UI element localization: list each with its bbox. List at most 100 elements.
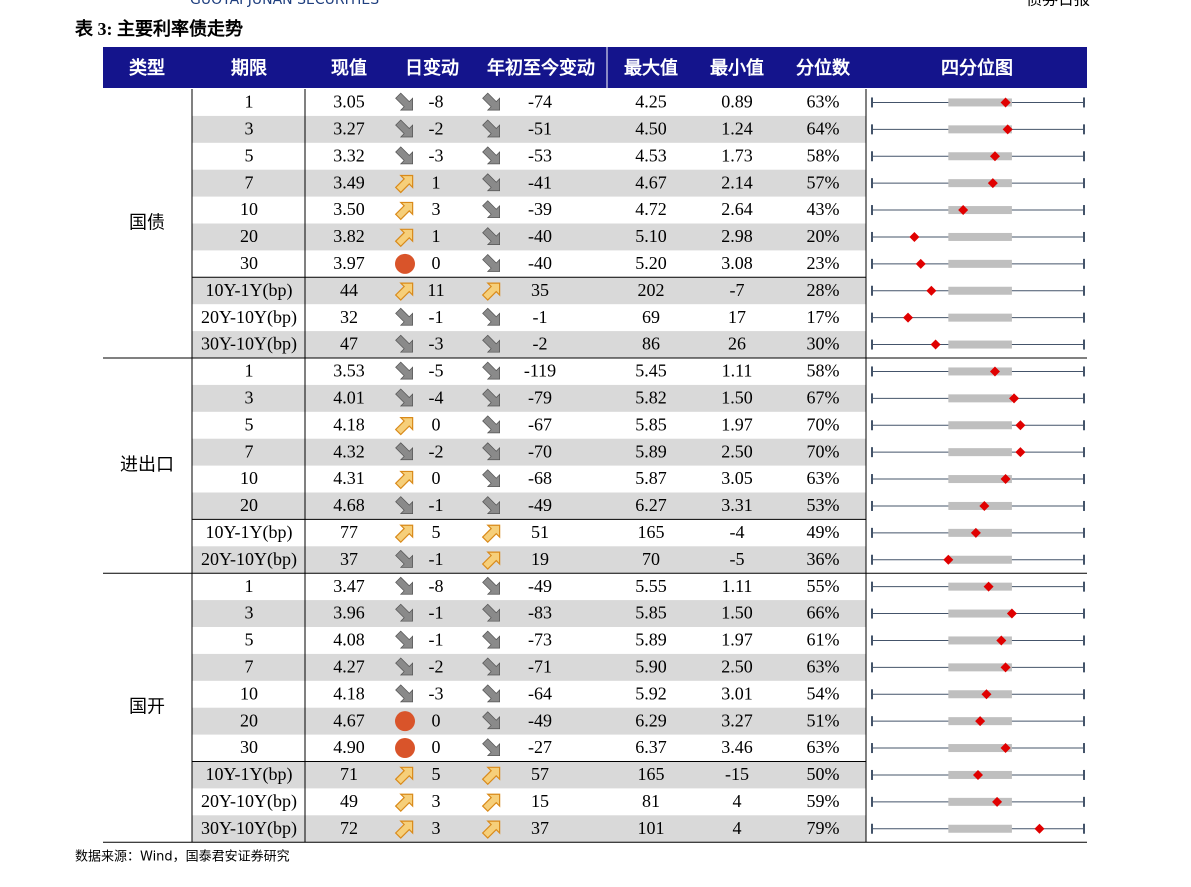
group-label: 进出口 <box>120 455 174 476</box>
cell: 3 <box>245 118 254 138</box>
report-name: 债券日报 <box>1026 0 1090 9</box>
cell: 3.32 <box>333 145 365 165</box>
cell: -1 <box>429 495 444 515</box>
percentile-marker <box>970 527 981 538</box>
down-arrow <box>395 307 413 326</box>
cell: 1.50 <box>721 387 753 407</box>
down-arrow <box>395 576 413 595</box>
cell: -7 <box>730 280 745 300</box>
cell: 23% <box>807 253 840 273</box>
cell: 67% <box>807 387 840 407</box>
cell: 7 <box>245 441 254 461</box>
column-header: 年初至今变动 <box>487 57 595 79</box>
cell: 10 <box>240 468 258 488</box>
cell: 53% <box>807 495 840 515</box>
cell: 10Y-1Y(bp) <box>206 280 293 301</box>
cell: 0 <box>432 737 441 757</box>
cell: 20Y-10Y(bp) <box>201 307 297 328</box>
cell: 3.82 <box>333 226 365 246</box>
cell: 58% <box>807 145 840 165</box>
cell: 77 <box>340 522 358 542</box>
cell: -41 <box>528 172 552 192</box>
down-arrow <box>395 388 413 407</box>
cell: 57 <box>531 764 549 784</box>
iqr-box <box>948 421 1012 430</box>
row-shade <box>192 384 866 412</box>
iqr-box <box>948 582 1012 591</box>
cell: 63% <box>807 737 840 757</box>
percentile-marker <box>1009 393 1020 404</box>
down-arrow <box>482 388 500 407</box>
cell: 2.14 <box>721 172 753 192</box>
cell: 35 <box>531 280 549 300</box>
percentile-marker <box>981 689 992 700</box>
iqr-box <box>948 259 1012 268</box>
percentile-marker <box>1015 420 1026 431</box>
column-header: 最大值 <box>624 57 678 79</box>
cell: 5.20 <box>635 253 667 273</box>
percentile-marker <box>1006 608 1017 619</box>
iqr-box <box>948 313 1012 322</box>
cell: -15 <box>725 764 749 784</box>
cell: 0 <box>432 414 441 434</box>
cell: 7 <box>245 656 254 676</box>
cell: 55% <box>807 576 840 596</box>
cell: 32 <box>340 307 358 327</box>
cell: 5.85 <box>635 414 667 434</box>
cell: 20% <box>807 226 840 246</box>
down-arrow <box>395 603 413 622</box>
cell: 165 <box>638 764 665 784</box>
down-arrow <box>482 603 500 622</box>
down-arrow <box>395 496 413 514</box>
percentile-marker <box>1015 447 1026 458</box>
down-arrow <box>395 657 413 676</box>
cell: 10 <box>240 199 258 219</box>
cell: 57% <box>807 172 840 192</box>
group-label: 国开 <box>129 697 165 718</box>
down-arrow <box>395 92 413 111</box>
iqr-box <box>948 475 1012 484</box>
cell: -5 <box>730 549 745 569</box>
up-arrow <box>394 470 414 490</box>
cell: 165 <box>638 522 665 542</box>
column-header: 期限 <box>231 58 268 79</box>
cell: 0.89 <box>721 92 753 112</box>
cell: 4.50 <box>635 118 667 138</box>
table-title: 表 3: 主要利率债走势 <box>75 18 243 39</box>
cell: -3 <box>429 683 444 703</box>
cell: 86 <box>642 334 660 354</box>
cell: -4 <box>429 387 444 407</box>
down-arrow <box>482 361 500 380</box>
down-arrow <box>482 684 500 703</box>
cell: -49 <box>528 495 552 515</box>
up-arrow <box>394 793 414 813</box>
cell: -71 <box>528 656 552 676</box>
up-arrow <box>394 282 414 301</box>
cell: 43% <box>807 199 840 219</box>
percentile-marker <box>992 796 1003 807</box>
cell: 3.05 <box>333 92 365 112</box>
cell: 10 <box>240 683 258 703</box>
flat-icon <box>395 253 415 274</box>
cell: -2 <box>429 656 444 676</box>
cell: 1 <box>432 172 441 192</box>
percentile-marker <box>1034 823 1045 834</box>
cell: 64% <box>807 118 840 138</box>
cell: 4.31 <box>333 468 365 488</box>
percentile-marker <box>915 258 926 269</box>
cell: -2 <box>533 334 548 354</box>
cell: -8 <box>429 92 444 112</box>
cell: 3 <box>432 818 441 838</box>
cell: 19 <box>531 549 549 569</box>
cell: 2.98 <box>721 226 753 246</box>
cell: 3.53 <box>333 361 365 381</box>
cell: 0 <box>432 253 441 273</box>
cell: 17% <box>807 307 840 327</box>
cell: 1.50 <box>721 603 753 623</box>
iqr-box <box>948 744 1012 753</box>
percentile-marker <box>987 178 998 189</box>
row-shade <box>192 115 866 143</box>
up-arrow <box>481 766 501 786</box>
cell: 3 <box>432 199 441 219</box>
cell: 4.67 <box>635 172 667 192</box>
